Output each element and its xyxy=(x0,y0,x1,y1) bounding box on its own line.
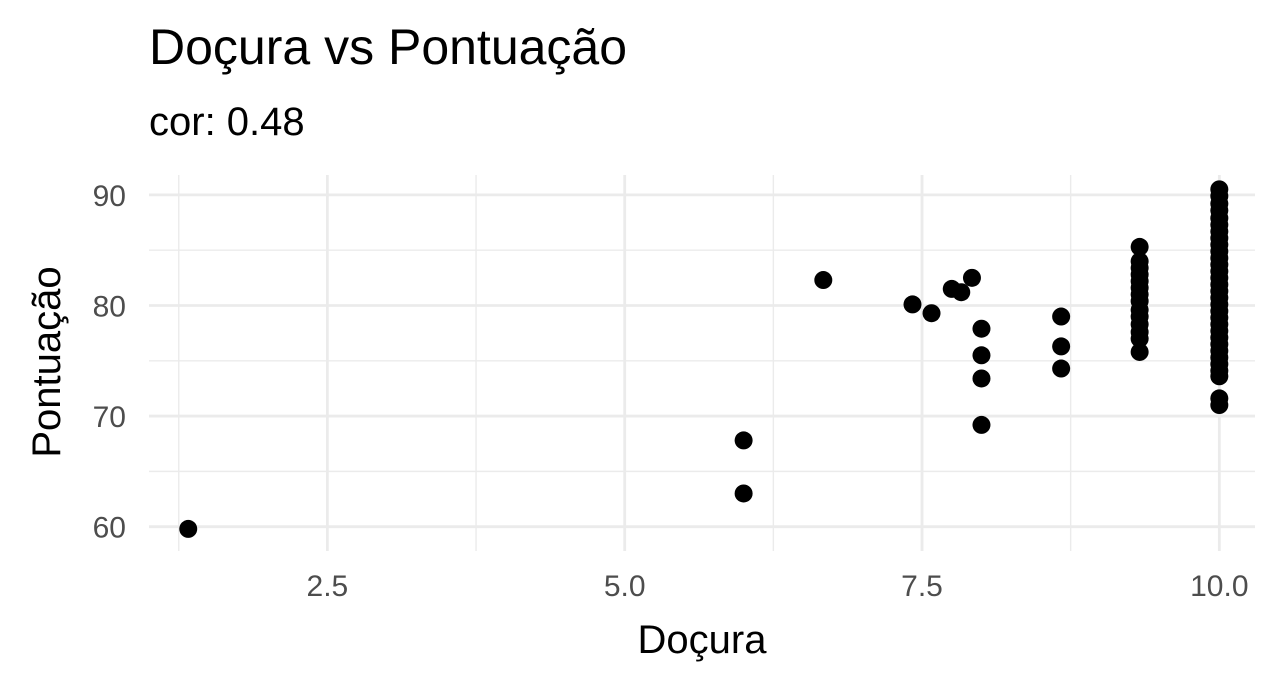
data-point xyxy=(734,484,753,503)
data-point xyxy=(1130,329,1149,348)
data-point xyxy=(1052,337,1071,356)
chart-title: Doçura vs Pontuação xyxy=(149,19,628,75)
data-point xyxy=(972,415,991,434)
y-axis-title: Pontuação xyxy=(25,266,69,457)
x-tick-label: 5.0 xyxy=(604,570,646,603)
data-point xyxy=(962,268,981,287)
data-point xyxy=(814,271,833,290)
y-tick-label: 80 xyxy=(93,290,126,323)
data-point xyxy=(1052,307,1071,326)
data-point xyxy=(1210,396,1229,415)
data-point xyxy=(922,304,941,323)
data-point xyxy=(1052,359,1071,378)
data-point xyxy=(972,346,991,365)
data-point xyxy=(179,519,198,538)
data-point xyxy=(972,319,991,338)
y-tick-labels: 60 70 80 90 xyxy=(93,180,126,545)
data-points xyxy=(179,180,1229,538)
y-tick-label: 60 xyxy=(93,512,126,545)
x-tick-label: 7.5 xyxy=(901,570,943,603)
data-point xyxy=(1130,342,1149,361)
y-tick-label: 90 xyxy=(93,180,126,213)
major-gridlines xyxy=(149,175,1255,551)
data-point xyxy=(952,283,971,302)
x-tick-label: 2.5 xyxy=(307,570,349,603)
minor-gridlines xyxy=(149,175,1255,551)
data-point xyxy=(972,369,991,388)
x-tick-labels: 2.5 5.0 7.5 10.0 xyxy=(307,570,1249,603)
data-point xyxy=(1210,367,1229,386)
chart-subtitle: cor: 0.48 xyxy=(149,100,305,144)
data-point xyxy=(1130,237,1149,256)
y-tick-label: 70 xyxy=(93,401,126,434)
x-axis-title: Doçura xyxy=(638,618,768,662)
data-point xyxy=(903,295,922,314)
x-tick-label: 10.0 xyxy=(1190,570,1248,603)
data-point xyxy=(734,431,753,450)
